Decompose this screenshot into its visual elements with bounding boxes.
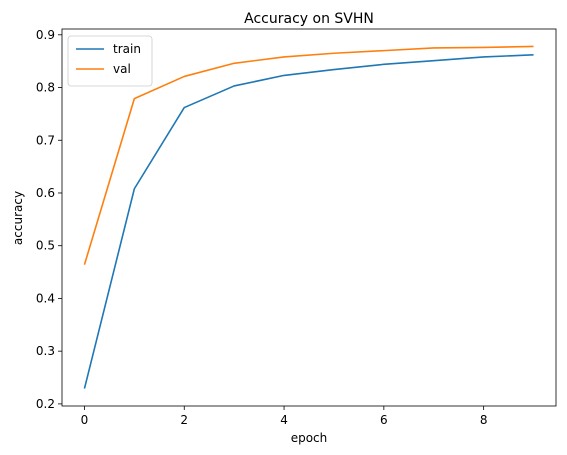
x-tick-label: 4 — [280, 413, 288, 427]
y-tick-label: 0.5 — [36, 239, 55, 253]
y-tick-label: 0.6 — [36, 186, 55, 200]
plot-frame — [61, 28, 557, 407]
x-tick-label: 0 — [81, 413, 89, 427]
legend-label-val: val — [113, 62, 131, 76]
chart-title: Accuracy on SVHN — [244, 11, 374, 27]
x-axis-title: epoch — [291, 431, 328, 445]
y-tick-label: 0.7 — [36, 133, 55, 147]
y-tick-label: 0.2 — [36, 397, 55, 411]
legend-label-train: train — [113, 42, 141, 56]
y-tick-label: 0.9 — [36, 28, 55, 42]
plot-area: 0 2 4 6 8 0.2 0.3 0.4 0.5 0.6 0.7 0.8 0.9 — [36, 28, 557, 427]
x-tick-label: 2 — [180, 413, 188, 427]
y-tick-label: 0.8 — [36, 81, 55, 95]
series-line-train — [83, 54, 534, 389]
y-tick-label: 0.3 — [36, 344, 55, 358]
y-tick-label: 0.4 — [36, 291, 55, 305]
legend: train val — [67, 35, 153, 87]
series-line-val — [83, 45, 534, 265]
x-tick-label: 8 — [480, 413, 488, 427]
y-axis-title: accuracy — [11, 191, 25, 245]
x-tick-label: 6 — [380, 413, 388, 427]
